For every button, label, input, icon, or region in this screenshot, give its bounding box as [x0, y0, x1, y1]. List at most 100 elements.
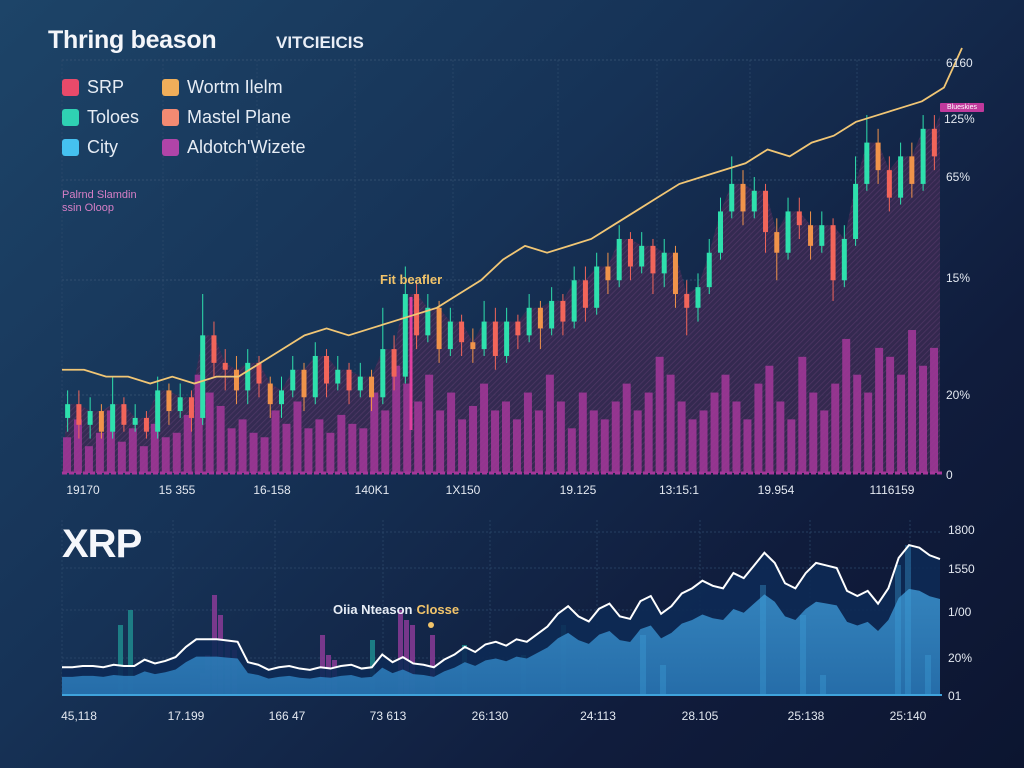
- candle-body: [200, 335, 206, 418]
- legend-item[interactable]: Wortm Ilelm: [162, 77, 283, 98]
- candle-body: [233, 369, 239, 391]
- xrp-annotation-highlight: Closse: [416, 602, 460, 617]
- volume-bar: [430, 635, 435, 695]
- volume-bar: [293, 401, 302, 473]
- candle-body: [571, 280, 577, 322]
- volume-bar: [84, 446, 93, 473]
- volume-bar: [106, 410, 115, 473]
- annotation-marker: [428, 622, 434, 628]
- volume-bar: [139, 446, 148, 473]
- volume-bar: [216, 405, 225, 473]
- candle-body: [155, 390, 161, 432]
- x-tick-label: 25:138: [787, 709, 825, 723]
- legend-item[interactable]: City: [62, 137, 118, 158]
- candle-body: [639, 245, 645, 267]
- y-tick-label: 6160: [946, 56, 973, 70]
- volume-bar: [260, 437, 269, 473]
- volume-bar: [436, 410, 445, 473]
- volume-bar: [886, 356, 895, 473]
- volume-bar: [875, 347, 884, 473]
- volume-bar: [545, 374, 554, 473]
- candle-body: [87, 411, 93, 425]
- volume-bar: [458, 419, 467, 473]
- candle-body: [661, 252, 667, 274]
- candle-body: [65, 404, 71, 418]
- candle-body: [425, 307, 431, 336]
- legend-item[interactable]: SRP: [62, 77, 124, 98]
- volume-bar: [820, 410, 829, 473]
- candle-body: [650, 245, 656, 274]
- volume-bar: [787, 419, 796, 473]
- x-tick-label: 45,118: [61, 709, 97, 723]
- volume-bar: [118, 625, 123, 695]
- candle-body: [324, 355, 330, 384]
- candle-body: [808, 225, 814, 246]
- volume-bar: [392, 365, 401, 473]
- volume-bar: [743, 419, 752, 473]
- y-tick-label: 1550: [948, 562, 975, 576]
- volume-bar: [809, 392, 818, 473]
- y-tick-label: 1/00: [948, 605, 972, 619]
- candle-body: [751, 190, 757, 212]
- price-tag: Blueskies: [940, 103, 984, 112]
- volume-bar: [469, 405, 478, 473]
- candle-body: [504, 321, 510, 356]
- candle-body: [627, 238, 633, 267]
- x-tick-label: 166 47: [268, 709, 306, 723]
- volume-bar: [282, 423, 291, 473]
- candle-body: [211, 335, 217, 363]
- legend-item[interactable]: Aldotch'Wizete: [162, 137, 306, 158]
- x-tick-label: 1116159: [869, 483, 915, 497]
- candle-body: [357, 376, 363, 391]
- candle-body: [830, 225, 836, 281]
- volume-bar: [567, 428, 576, 473]
- candle-body: [909, 156, 915, 184]
- legend-item[interactable]: Mastel Plane: [162, 107, 291, 128]
- candle-body: [312, 355, 318, 398]
- y-tick-label: 1800: [948, 523, 975, 537]
- candle-body: [729, 183, 735, 212]
- candle-body: [447, 321, 453, 350]
- candle-body: [459, 321, 465, 343]
- x-tick-label: 28.105: [681, 709, 719, 723]
- y-tick-label: 15%: [946, 271, 971, 285]
- volume-bar: [831, 383, 840, 473]
- x-tick-label: 16-158: [253, 483, 291, 497]
- candle-body: [492, 321, 498, 356]
- x-tick-label: 19.125: [559, 483, 597, 497]
- legend-label: Aldotch'Wizete: [187, 137, 306, 157]
- candle-body: [774, 232, 780, 253]
- volume-bar: [249, 432, 258, 473]
- page-title: Thring beason: [48, 26, 217, 54]
- volume-bar: [895, 565, 901, 695]
- candle-body: [436, 307, 442, 350]
- candle-body: [380, 349, 386, 398]
- volume-bar: [491, 410, 499, 473]
- volume-bar: [315, 419, 324, 473]
- legend-item[interactable]: Toloes: [62, 107, 139, 128]
- trend-line: [62, 47, 963, 385]
- volume-bar: [359, 428, 368, 473]
- candle-body: [245, 362, 251, 391]
- candle-body: [335, 369, 341, 384]
- volume-bar: [534, 410, 543, 473]
- xrp-title: XRP: [62, 522, 142, 566]
- volume-bar: [589, 410, 598, 473]
- y-tick-label: 125%: [944, 112, 975, 126]
- candle-body: [98, 411, 104, 432]
- page-subtitle: VITCIEICIS: [276, 33, 364, 52]
- volume-bar: [919, 365, 928, 473]
- legend-swatch: [62, 79, 79, 96]
- volume-bar: [117, 441, 126, 473]
- candle-body: [898, 156, 904, 198]
- candle-body: [222, 362, 228, 370]
- volume-bar: [326, 432, 335, 473]
- candle-body: [267, 383, 273, 405]
- candle-body: [616, 238, 622, 281]
- volume-bar: [194, 374, 203, 473]
- volume-bar: [337, 414, 346, 473]
- volume-bar: [905, 545, 911, 695]
- note-line: ssin Oloop: [62, 202, 114, 214]
- x-tick-label: 13:15:1: [658, 483, 700, 497]
- volume-bar: [930, 347, 938, 473]
